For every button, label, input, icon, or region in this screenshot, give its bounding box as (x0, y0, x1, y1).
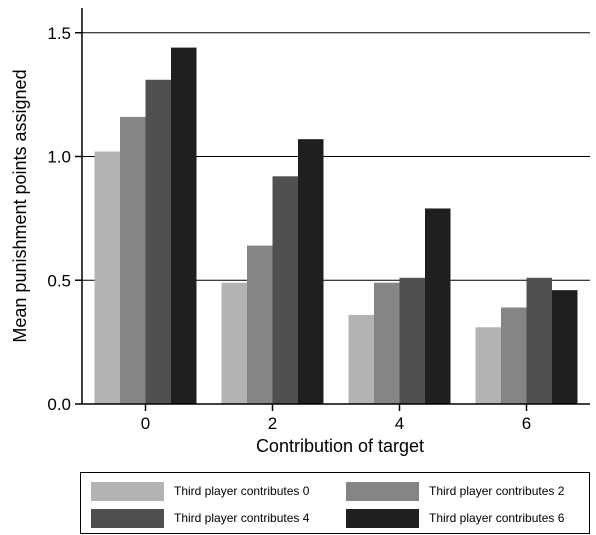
x-axis-label: Contribution of target (256, 436, 424, 456)
legend-item: Third player contributes 0 (91, 480, 309, 502)
bar (298, 139, 324, 405)
y-tick-label: 1.0 (47, 148, 71, 167)
bar (374, 282, 400, 404)
legend-swatch (346, 481, 419, 501)
legend: Third player contributes 0 Third player … (80, 472, 590, 534)
x-tick-label: 2 (268, 414, 277, 433)
y-tick-label: 0.0 (47, 395, 71, 414)
legend-item: Third player contributes 4 (91, 507, 309, 529)
bar (348, 314, 374, 404)
legend-label: Third player contributes 0 (174, 484, 310, 498)
x-tick-label: 0 (141, 414, 150, 433)
legend-swatch (346, 508, 419, 528)
x-ticks: 0 2 4 6 (141, 404, 531, 433)
y-axis-label: Mean punishment points assigned (10, 69, 30, 342)
bar (475, 327, 501, 404)
y-tick-label: 0.5 (47, 271, 71, 290)
bar-chart: 0.0 0.5 1.0 1.5 0 2 4 6 Contribution of target… (10, 8, 590, 456)
bar (171, 47, 197, 404)
legend-swatch (91, 481, 164, 501)
bar (145, 79, 171, 405)
legend-swatch (91, 508, 164, 528)
bar (526, 277, 552, 404)
legend-label: Third player contributes 2 (429, 484, 565, 498)
bar (247, 245, 273, 404)
x-tick-label: 4 (395, 414, 404, 433)
bar (552, 290, 578, 404)
bar (221, 282, 247, 404)
bar (399, 277, 425, 404)
y-tick-label: 1.5 (47, 24, 71, 43)
bar (272, 176, 298, 404)
legend-item: Third player contributes 2 (346, 480, 564, 502)
bar (94, 151, 120, 404)
bars (94, 47, 578, 405)
legend-label: Third player contributes 6 (429, 511, 565, 525)
x-tick-label: 6 (522, 414, 531, 433)
legend-label: Third player contributes 4 (174, 511, 310, 525)
legend-item: Third player contributes 6 (346, 507, 564, 529)
bar (120, 116, 146, 405)
bar (425, 208, 451, 404)
y-ticks: 0.0 0.5 1.0 1.5 (47, 24, 82, 414)
bar (501, 307, 527, 404)
